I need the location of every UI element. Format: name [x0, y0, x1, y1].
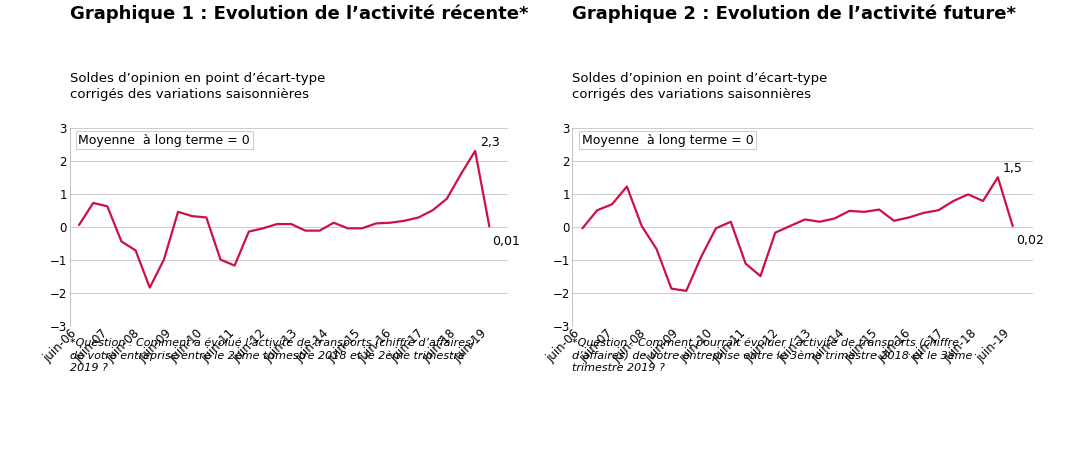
- Text: Moyenne  à long terme = 0: Moyenne à long terme = 0: [582, 134, 753, 147]
- Text: 2,3: 2,3: [480, 136, 500, 149]
- Text: *Question : Comment a évolué l’activité de transports (chiffre d’affaires)
de vo: *Question : Comment a évolué l’activité …: [70, 337, 475, 373]
- Text: Moyenne  à long terme = 0: Moyenne à long terme = 0: [78, 134, 250, 147]
- Text: Soldes d’opinion en point d’écart-type
corrigés des variations saisonnières: Soldes d’opinion en point d’écart-type c…: [572, 72, 828, 101]
- Text: Graphique 1 : Evolution de l’activité récente*: Graphique 1 : Evolution de l’activité ré…: [70, 5, 529, 23]
- Text: 1,5: 1,5: [1003, 162, 1023, 175]
- Text: 0,01: 0,01: [492, 235, 520, 247]
- Text: *Question : Comment pourrait évoluer l’activité de transports (chiffre
d’affaire: *Question : Comment pourrait évoluer l’a…: [572, 337, 973, 373]
- Text: Soldes d’opinion en point d’écart-type
corrigés des variations saisonnières: Soldes d’opinion en point d’écart-type c…: [70, 72, 325, 101]
- Text: Graphique 2 : Evolution de l’activité future*: Graphique 2 : Evolution de l’activité fu…: [572, 5, 1016, 23]
- Text: 0,02: 0,02: [1016, 234, 1044, 247]
